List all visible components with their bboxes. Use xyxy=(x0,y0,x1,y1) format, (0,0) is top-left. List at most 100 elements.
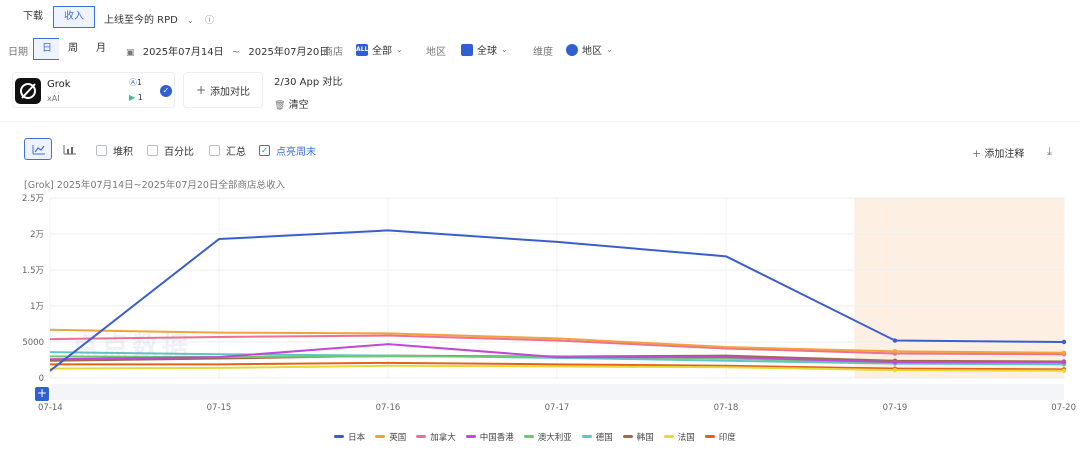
chevron-down-icon: ⌄ xyxy=(396,45,403,54)
grok-logo-icon xyxy=(15,78,41,104)
y-tick-label: 1.5万 xyxy=(22,266,44,276)
chart-legend: 日本 英国 加拿大 中国香港 澳大利亚 德国 韩国 法国 印度 xyxy=(0,430,1080,443)
legend-item[interactable]: 中国香港 xyxy=(465,431,514,443)
legend-label: 法国 xyxy=(677,432,695,443)
stack-option[interactable]: 堆积 xyxy=(96,143,133,158)
legend-label: 日本 xyxy=(348,432,366,443)
x-tick-label: 07-20 xyxy=(1051,403,1076,413)
legend-swatch xyxy=(334,435,345,438)
expand-range-button[interactable]: + xyxy=(35,386,49,401)
y-tick-label: 2.5万 xyxy=(22,194,44,204)
sum-checkbox[interactable] xyxy=(209,145,220,156)
plus-icon: + xyxy=(195,83,207,97)
date-range-picker[interactable]: ▣ 2025年07月14日 ~ 2025年07月20日 xyxy=(126,43,329,58)
weekend-option[interactable]: ✓ 点亮周末 xyxy=(259,143,316,158)
range-slider-track[interactable] xyxy=(50,384,1064,400)
granularity-week[interactable]: 周 xyxy=(59,38,87,60)
percent-option[interactable]: 百分比 xyxy=(147,143,194,158)
app-publisher: xAI xyxy=(47,94,60,103)
revenue-tab[interactable]: 收入 xyxy=(53,6,95,28)
y-tick-label: 2万 xyxy=(30,230,44,240)
android-count: ▶ 1 xyxy=(129,93,143,102)
revenue-line-chart: 2.5万 2万 1.5万 1万 5000 0 07-14 07-15 07-16 07-17 07… xyxy=(22,194,1076,413)
legend-swatch xyxy=(465,435,476,438)
percent-checkbox[interactable] xyxy=(147,145,158,156)
bar-chart-button[interactable] xyxy=(55,138,83,160)
granularity-day[interactable]: 日 xyxy=(33,38,61,60)
sum-label: 汇总 xyxy=(226,147,246,158)
legend-swatch xyxy=(663,435,674,438)
legend-swatch xyxy=(523,435,534,438)
store-select[interactable]: ALL 全部 ⌄ xyxy=(356,42,403,57)
chevron-down-icon: ⌄ xyxy=(501,45,508,54)
x-tick-label: 07-19 xyxy=(883,403,908,413)
dimension-label: 维度 xyxy=(533,47,553,58)
legend-item[interactable]: 法国 xyxy=(663,431,695,443)
series-point[interactable] xyxy=(892,349,898,354)
line-chart-button[interactable] xyxy=(24,138,52,160)
add-note-button[interactable]: + 添加注释 xyxy=(972,145,1024,160)
clear-button[interactable]: 🗑 清空 xyxy=(274,96,309,111)
app-name: Grok xyxy=(47,79,71,90)
legend-swatch xyxy=(416,435,427,438)
dimension-select[interactable]: 地区 ⌄ xyxy=(566,42,613,57)
store-label: 商店 xyxy=(323,47,343,58)
chevron-down-icon: ⌄ xyxy=(606,45,613,54)
legend-swatch xyxy=(581,435,592,438)
region-select[interactable]: 全球 ⌄ xyxy=(461,42,508,57)
add-compare-button[interactable]: + 添加对比 xyxy=(183,72,263,108)
legend-label: 澳大利亚 xyxy=(537,432,572,443)
region-label: 地区 xyxy=(426,47,446,58)
download-tab[interactable]: 下载 xyxy=(12,6,54,28)
stack-checkbox[interactable] xyxy=(96,145,107,156)
y-tick-label: 5000 xyxy=(22,338,44,348)
calendar-icon: ▣ xyxy=(126,48,135,58)
app-card[interactable]: Grok xAI Ⓐ1 ▶ 1 ✓ xyxy=(12,72,175,108)
add-note-label: 添加注释 xyxy=(984,149,1025,160)
help-icon[interactable]: ⓘ xyxy=(204,16,214,26)
weekend-highlight xyxy=(854,198,1064,378)
stack-label: 堆积 xyxy=(113,147,133,158)
dimension-value: 地区 xyxy=(582,46,602,57)
legend-label: 德国 xyxy=(595,432,613,443)
legend-item[interactable]: 澳大利亚 xyxy=(523,431,572,443)
legend-item[interactable]: 德国 xyxy=(581,431,613,443)
y-tick-label: 1万 xyxy=(30,302,44,312)
legend-item[interactable]: 加拿大 xyxy=(416,431,456,443)
download-icon[interactable]: ⤓ xyxy=(1047,145,1052,158)
weekend-label: 点亮周末 xyxy=(276,147,316,158)
legend-swatch xyxy=(375,435,386,438)
legend-item[interactable]: 韩国 xyxy=(622,431,654,443)
legend-label: 印度 xyxy=(718,432,736,443)
chevron-down-icon: ⌄ xyxy=(187,16,194,25)
date-start: 2025年07月14日 xyxy=(142,47,224,58)
percent-label: 百分比 xyxy=(164,147,194,158)
line-chart-icon xyxy=(32,145,45,155)
granularity-month[interactable]: 月 xyxy=(87,38,115,60)
series-point[interactable] xyxy=(1061,359,1067,365)
app-store-icon: Ⓐ xyxy=(129,78,137,87)
legend-label: 韩国 xyxy=(636,432,654,443)
legend-item[interactable]: 印度 xyxy=(704,431,736,443)
region-value: 全球 xyxy=(477,46,497,57)
weekend-checkbox[interactable]: ✓ xyxy=(259,145,270,156)
series-point[interactable] xyxy=(892,359,898,365)
date-end: 2025年07月20日 xyxy=(248,47,330,58)
trash-icon: 🗑 xyxy=(274,101,286,111)
selected-check-icon[interactable]: ✓ xyxy=(160,85,172,97)
series-point[interactable] xyxy=(892,338,898,343)
sum-option[interactable]: 汇总 xyxy=(209,143,246,158)
legend-item[interactable]: 英国 xyxy=(375,431,406,443)
series-point[interactable] xyxy=(1061,339,1067,345)
range-select[interactable]: 上线至今的 RPD ⌄ ⓘ xyxy=(104,11,214,26)
x-tick-label: 07-17 xyxy=(545,403,570,413)
ios-count: Ⓐ1 xyxy=(129,78,143,87)
series-point[interactable] xyxy=(892,367,898,373)
x-tick-label: 07-14 xyxy=(38,403,63,413)
section-divider xyxy=(0,121,1080,122)
series-point[interactable] xyxy=(1061,350,1067,355)
series-point[interactable] xyxy=(1061,368,1067,373)
x-tick-label: 07-16 xyxy=(376,403,401,413)
add-compare-label: 添加对比 xyxy=(210,86,251,98)
legend-item[interactable]: 日本 xyxy=(334,431,365,443)
